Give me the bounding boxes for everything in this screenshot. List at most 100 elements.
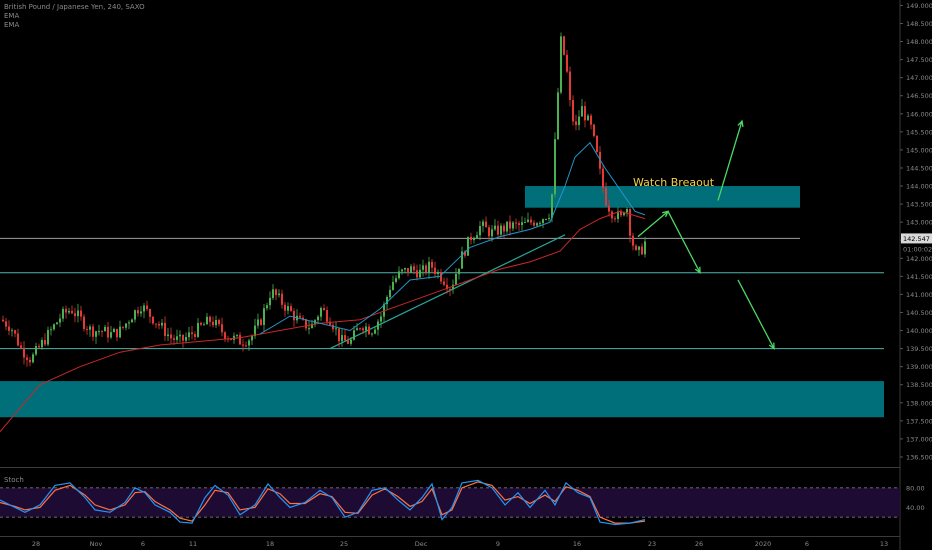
candle-body [134,310,136,320]
candle-body [236,334,238,336]
ema-slow-line [0,210,646,433]
candle-body [395,278,397,282]
candle-body [584,106,586,121]
candle-body [179,334,181,337]
candle-body [458,268,460,275]
candle-body [515,222,517,224]
candle-body [452,284,454,290]
x-tick-label: 18 [266,540,274,548]
chart-legend: British Pound / Japanese Yen, 240, SAXO … [4,3,145,30]
candle-body [533,222,535,226]
candle-body [392,281,394,290]
candle-body [578,116,580,126]
candle-body [332,324,334,330]
candle-body [152,316,154,324]
candle-body [422,265,424,270]
candle-body [8,326,10,331]
projection-arrow [637,210,669,238]
candle-body [608,205,610,212]
candle-body [449,289,451,291]
candle-body [275,289,277,296]
candle-body [305,319,307,329]
candle-body [263,308,265,325]
candle-body [158,323,160,326]
candle-body [575,121,577,126]
y-tick-label: 141.000 [906,291,932,299]
candle-body [473,238,475,241]
candle-body [518,223,520,225]
supply-demand-zone [0,381,884,418]
y-tick-label: 143.500 [906,201,932,209]
candle-body [389,289,391,298]
candle-body [269,297,271,306]
candle-body [569,71,571,101]
candle-body [287,306,289,311]
candle-body [602,168,604,188]
candle-body [620,211,622,216]
candle-body [2,319,4,322]
candle-body [635,245,637,250]
candle-body [47,330,49,345]
y-tick-label: 143.000 [906,219,932,227]
candle-body [455,274,457,285]
candle-body [185,337,187,341]
candle-body [530,219,532,223]
candle-body [413,266,415,271]
candle-body [419,269,421,278]
y-tick-label: 138.500 [906,381,932,389]
candle-body [200,322,202,325]
y-tick-label: 146.000 [906,110,932,118]
candle-body [386,297,388,305]
candle-body [512,222,514,229]
x-tick-label: 26 [695,540,703,548]
candle-body [137,310,139,314]
stoch-level-label: 40.00 [906,504,925,512]
ema-indicator-label[interactable]: EMA [4,12,20,20]
candle-body [464,251,466,256]
y-tick-label: 142.000 [906,255,932,263]
x-tick-label: 9 [496,540,500,548]
candle-body [83,316,85,329]
candle-body [251,336,253,341]
x-tick-label: 11 [189,540,197,548]
candle-body [482,221,484,227]
candle-body [344,335,346,341]
arrow-head-icon [694,266,701,275]
y-tick-label: 137.500 [906,417,932,425]
candle-body [416,270,418,278]
candle-body [587,115,589,121]
candle-body [617,211,619,220]
candle-body [98,331,100,333]
stoch-band [0,487,900,518]
candle-body [542,219,544,224]
candle-body [191,332,193,335]
candle-body [161,322,163,326]
candle-body [320,307,322,317]
candle-body [470,236,472,241]
y-tick-label: 139.500 [906,345,932,353]
candle-body [164,322,166,337]
x-tick-label: 6 [141,540,145,548]
ema-indicator-label[interactable]: EMA [4,21,20,29]
stoch-indicator-label[interactable]: Stoch [4,476,24,484]
candle-body [38,346,40,348]
y-tick-label: 136.500 [906,453,932,461]
x-tick-label: 28 [32,540,40,548]
candle-body [182,334,184,341]
candle-body [374,329,376,334]
candle-body [284,304,286,311]
candle-body [506,221,508,232]
candle-body [443,281,445,285]
candle-body [467,236,469,256]
candle-body [221,324,223,333]
y-tick-label: 149.000 [906,2,932,10]
candle-body [107,326,109,338]
candle-body [44,340,46,345]
countdown-label: 01:00:02 [903,245,932,253]
candle-body [641,246,643,255]
candle-body [17,333,19,346]
candle-body [281,293,283,305]
candle-body [311,323,313,329]
stoch-k-line [0,479,646,526]
